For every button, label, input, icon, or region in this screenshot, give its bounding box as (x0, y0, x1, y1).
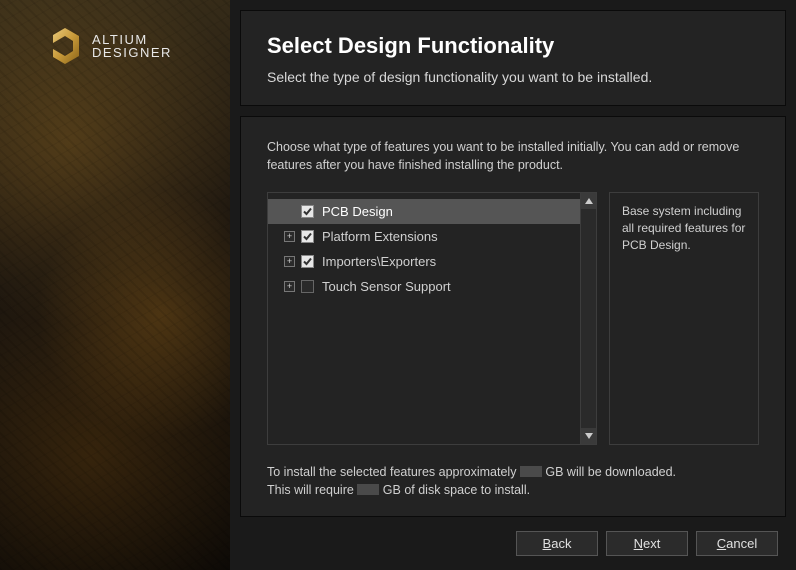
brand-logo: ALTIUM DESIGNER (48, 26, 172, 66)
body-panel: Choose what type of features you want to… (240, 116, 786, 517)
next-button[interactable]: Next (606, 531, 688, 556)
feature-label: Platform Extensions (322, 229, 438, 244)
page-title: Select Design Functionality (267, 33, 759, 59)
feature-tree: +PCB Design+Platform Extensions+Importer… (267, 192, 597, 445)
back-button[interactable]: Back (516, 531, 598, 556)
feature-label: Touch Sensor Support (322, 279, 451, 294)
download-size-placeholder (520, 466, 542, 477)
cancel-button[interactable]: Cancel (696, 531, 778, 556)
feature-item[interactable]: + Platform Extensions (268, 224, 580, 249)
size-info: To install the selected features approxi… (267, 463, 759, 501)
sidebar-background-art (0, 0, 230, 570)
expand-icon[interactable]: + (284, 256, 295, 267)
footer-buttons: Back Next Cancel (240, 527, 786, 558)
feature-checkbox[interactable] (301, 280, 314, 293)
feature-description: Base system including all required featu… (609, 192, 759, 445)
expand-icon[interactable]: + (284, 281, 295, 292)
sidebar: ALTIUM DESIGNER (0, 0, 230, 570)
header-panel: Select Design Functionality Select the t… (240, 10, 786, 106)
feature-item[interactable]: +PCB Design (268, 199, 580, 224)
feature-label: PCB Design (322, 204, 393, 219)
main-panel: Select Design Functionality Select the t… (230, 0, 796, 570)
feature-row: +PCB Design+Platform Extensions+Importer… (267, 192, 759, 445)
feature-checkbox[interactable] (301, 205, 314, 218)
brand-line2: DESIGNER (92, 46, 172, 59)
logo-mark-icon (48, 26, 82, 66)
feature-checkbox[interactable] (301, 230, 314, 243)
feature-label: Importers\Exporters (322, 254, 436, 269)
expand-icon[interactable]: + (284, 231, 295, 242)
scroll-down-button[interactable] (581, 428, 596, 444)
feature-item[interactable]: + Importers\Exporters (268, 249, 580, 274)
page-subtitle: Select the type of design functionality … (267, 69, 759, 85)
feature-item[interactable]: + Touch Sensor Support (268, 274, 580, 299)
instructions-text: Choose what type of features you want to… (267, 139, 759, 174)
disk-size-placeholder (357, 484, 379, 495)
scrollbar[interactable] (580, 193, 596, 444)
feature-checkbox[interactable] (301, 255, 314, 268)
scroll-up-button[interactable] (581, 193, 596, 209)
